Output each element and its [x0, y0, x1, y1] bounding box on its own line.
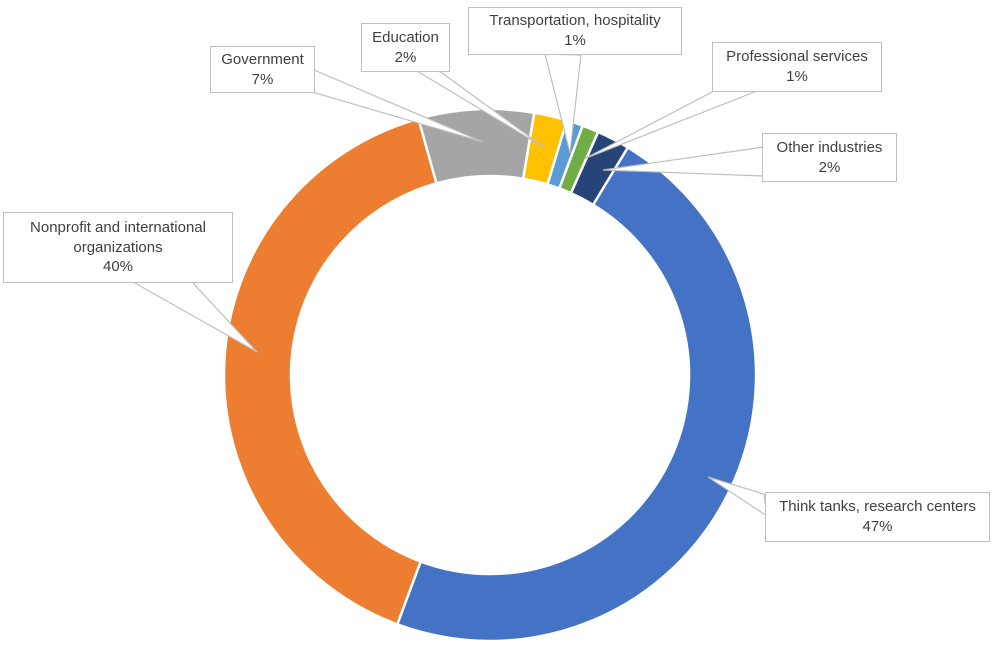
category-label: Professional services [726, 48, 868, 66]
category-label: Transportation, hospitality [489, 12, 661, 30]
data-label-education: Education 2% [361, 23, 450, 72]
slice-other-industries [569, 130, 630, 207]
percent-label: 7% [251, 70, 274, 88]
data-label-think-tanks: Think tanks, research centers 47% [765, 492, 990, 542]
data-label-government: Government 7% [210, 46, 315, 93]
percent-label: 1% [564, 32, 586, 49]
data-label-other-industries: Other industries 2% [762, 133, 897, 182]
callout-leader-professional-services [583, 90, 758, 160]
category-label: Education [372, 28, 439, 46]
percent-label: 40% [102, 258, 134, 276]
percent-label: 2% [818, 158, 841, 176]
slice-government [417, 107, 536, 185]
percent-label: 1% [786, 68, 808, 85]
data-label-transportation: Transportation, hospitality 1% [468, 7, 682, 55]
category-label: Government [221, 50, 304, 68]
data-label-professional-services: Professional services 1% [712, 42, 882, 92]
percent-label: 47% [862, 518, 893, 535]
category-label: Nonprofit and international organization… [30, 218, 206, 256]
slice-think-tanks-research-centers [396, 146, 758, 643]
slice-nonprofit-international-organizations [222, 117, 438, 626]
category-label: Think tanks, research centers [779, 498, 976, 516]
category-label: Other industries [776, 138, 883, 156]
percent-label: 2% [394, 48, 417, 66]
data-label-nonprofit: Nonprofit and international organization… [3, 212, 233, 283]
